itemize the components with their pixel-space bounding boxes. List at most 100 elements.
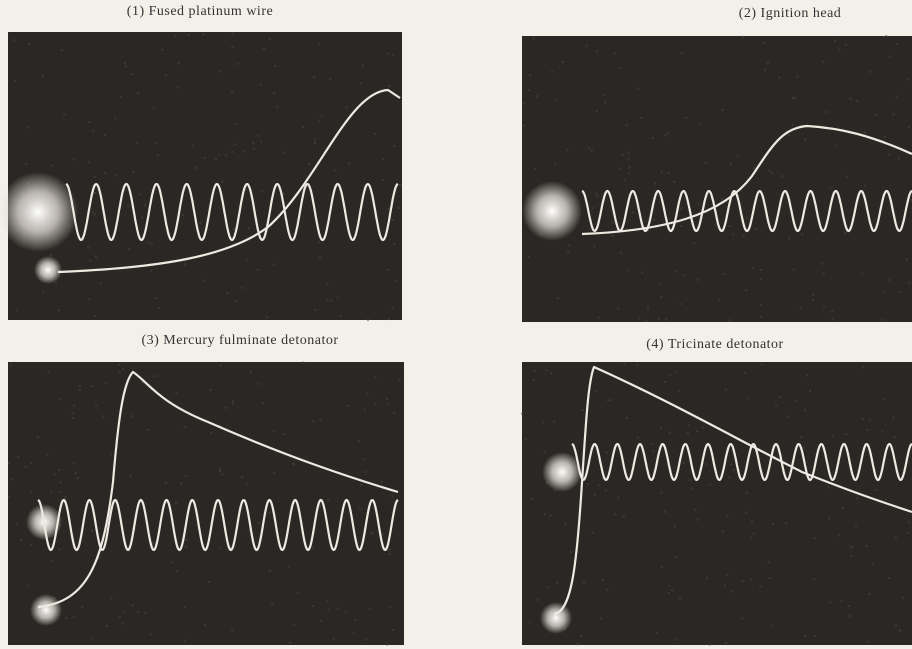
grain — [185, 546, 187, 548]
grain — [37, 436, 39, 438]
grain — [226, 292, 228, 294]
grain — [25, 466, 27, 468]
grain — [581, 409, 583, 411]
grain — [721, 109, 723, 111]
grain — [153, 107, 155, 109]
grain — [78, 385, 80, 387]
grain — [652, 450, 654, 452]
grain — [218, 153, 220, 155]
grain — [147, 241, 149, 243]
grain — [330, 300, 332, 302]
grain — [597, 195, 599, 197]
grain — [257, 135, 259, 137]
grain — [621, 154, 623, 156]
grain — [90, 637, 92, 639]
grain — [175, 502, 177, 504]
grain — [832, 435, 834, 437]
grain — [337, 296, 339, 298]
grain — [248, 227, 250, 229]
grain — [682, 274, 684, 276]
grain — [59, 481, 61, 483]
grain — [534, 370, 536, 372]
grain — [752, 267, 754, 269]
grain — [150, 269, 152, 271]
grain — [233, 228, 235, 230]
grain — [567, 251, 569, 253]
grain — [821, 263, 823, 265]
grain — [898, 157, 900, 159]
grain — [337, 607, 339, 609]
grain — [273, 263, 275, 265]
grain — [627, 269, 629, 271]
grain — [602, 579, 604, 581]
grain — [730, 162, 732, 164]
grain — [680, 225, 682, 227]
grain — [729, 319, 731, 321]
grain — [617, 308, 619, 310]
grain — [174, 35, 176, 37]
grain — [812, 294, 814, 296]
grain — [908, 126, 910, 128]
grain — [308, 163, 310, 165]
grain — [623, 363, 625, 365]
grain — [536, 95, 538, 97]
grain — [813, 537, 815, 539]
grain — [393, 145, 395, 147]
grain — [750, 537, 752, 539]
grain — [907, 532, 909, 534]
grain — [696, 430, 698, 432]
grain — [724, 388, 726, 390]
grain — [771, 625, 773, 627]
grain — [28, 43, 30, 45]
grain — [75, 472, 77, 474]
grain — [89, 259, 91, 261]
grain — [846, 175, 848, 177]
grain — [862, 418, 864, 420]
grain — [794, 400, 796, 402]
grain — [314, 142, 316, 144]
grain — [587, 483, 589, 485]
grain — [311, 546, 313, 548]
grain — [702, 427, 704, 429]
grain — [104, 134, 106, 136]
grain — [724, 584, 726, 586]
grain — [122, 368, 124, 370]
grain — [583, 581, 585, 583]
grain — [185, 539, 187, 541]
grain — [605, 451, 607, 453]
grain — [231, 33, 233, 35]
grain — [91, 530, 93, 532]
grain — [796, 76, 798, 78]
grain — [641, 271, 643, 273]
grain — [46, 454, 48, 456]
grain — [125, 65, 127, 67]
grain — [95, 404, 97, 406]
grain — [528, 89, 530, 91]
grain — [865, 545, 867, 547]
grain — [906, 258, 908, 260]
grain — [867, 640, 869, 642]
grain — [638, 317, 640, 319]
grain — [231, 46, 233, 48]
grain — [347, 405, 349, 407]
grain — [547, 586, 549, 588]
grain — [534, 168, 536, 170]
grain — [596, 50, 598, 52]
grain — [327, 499, 329, 501]
grain — [388, 85, 390, 87]
grain — [804, 635, 806, 637]
grain — [679, 597, 681, 599]
grain — [374, 403, 376, 405]
grain — [176, 570, 178, 572]
grain — [660, 296, 662, 298]
grain — [312, 420, 314, 422]
grain — [363, 409, 365, 411]
grain — [556, 582, 558, 584]
grain — [103, 415, 105, 417]
grain — [894, 436, 896, 438]
grain — [54, 473, 56, 475]
grain — [636, 364, 638, 366]
caption: (4) Tricinate detonator — [646, 337, 783, 352]
grain — [864, 185, 866, 187]
grain — [370, 532, 372, 534]
